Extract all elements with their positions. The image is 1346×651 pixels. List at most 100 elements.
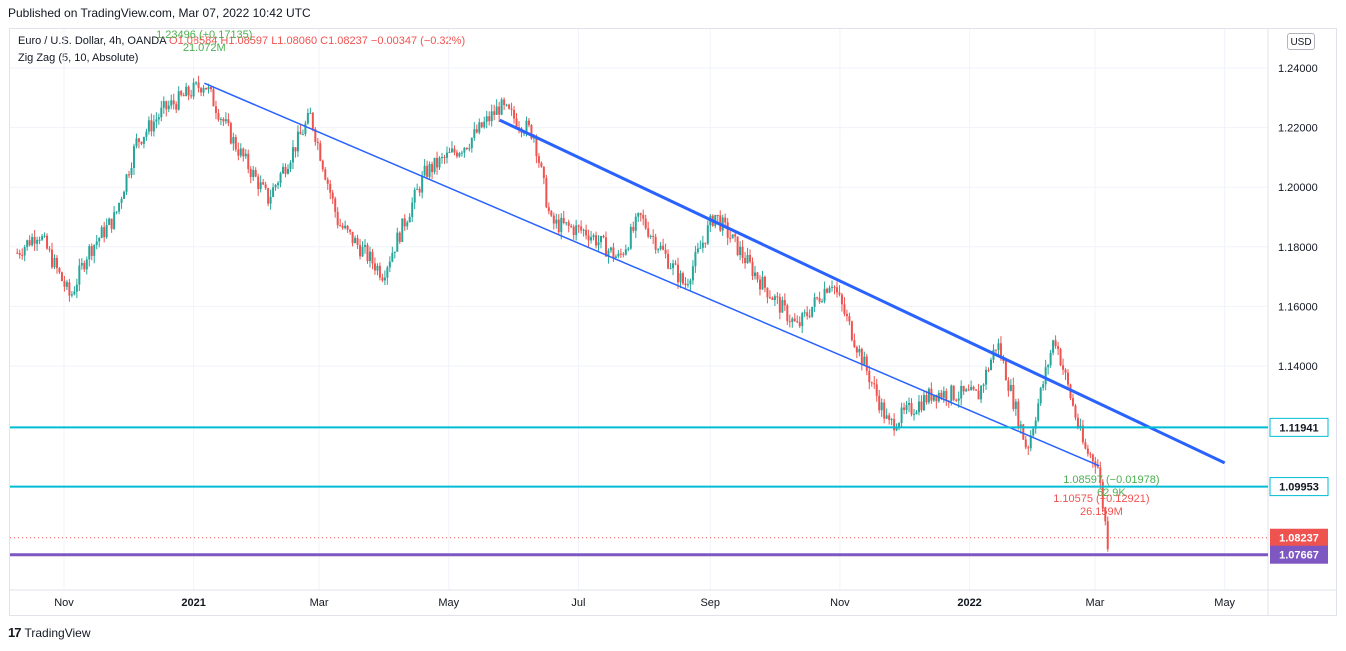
candle-body [657, 249, 660, 251]
candle-body [622, 253, 625, 255]
candle-body [229, 123, 232, 144]
candle-body [264, 184, 267, 189]
y-tick-label: 1.16000 [1278, 301, 1318, 313]
candle-body [257, 176, 260, 190]
candle-body [284, 166, 287, 174]
candle-body [639, 213, 642, 215]
candle-body [373, 263, 376, 271]
candle-body [1089, 453, 1092, 455]
candle-body [411, 202, 414, 217]
candle-body [455, 152, 458, 157]
candle-body [1037, 403, 1040, 421]
candle-body [674, 263, 677, 265]
candle-body [443, 156, 446, 158]
candle-body [316, 141, 319, 144]
chart-frame[interactable] [9, 28, 1337, 616]
candle-body [699, 247, 702, 249]
candle-body [786, 305, 789, 322]
candle-body [577, 225, 580, 227]
candle-body [868, 370, 871, 383]
candle-body [828, 287, 831, 293]
y-tick-label: 1.20000 [1278, 182, 1318, 194]
price-label-text: 1.11941 [1279, 422, 1318, 434]
candle-body [955, 399, 958, 401]
candle-body [858, 348, 861, 353]
candle-body [883, 402, 886, 419]
candle-body [70, 294, 73, 296]
candle-body [972, 386, 975, 390]
candle-body [1047, 365, 1050, 368]
candle-body [304, 123, 307, 135]
indicator-legend[interactable]: Zig Zag (5, 10, Absolute) [18, 52, 139, 64]
candle-body [903, 407, 906, 410]
symbol-name: Euro / U.S. Dollar, 4h, OANDA [18, 35, 166, 47]
candle-body [217, 112, 220, 120]
candle-body [445, 152, 448, 158]
candle-body [157, 117, 160, 120]
candle-body [21, 254, 24, 256]
candle-body [1014, 401, 1017, 409]
candle-body [880, 402, 883, 411]
candle-body [274, 185, 277, 188]
candle-body [232, 137, 235, 144]
candle-body [677, 264, 680, 283]
candle-body [746, 254, 749, 264]
candle-body [644, 218, 647, 229]
candle-body [155, 119, 158, 122]
candle-body [249, 169, 252, 177]
candle-body [550, 211, 553, 216]
candle-body [602, 236, 605, 238]
candle-body [1106, 521, 1109, 550]
candle-body [744, 257, 747, 264]
currency-button[interactable]: USD [1287, 33, 1315, 50]
candle-body [28, 240, 31, 246]
tradingview-logo-icon[interactable]: 17 [8, 625, 22, 640]
candle-body [768, 297, 771, 299]
zigzag-label: 1.08597 (−0.01978) [1063, 474, 1159, 486]
candle-body [552, 215, 555, 224]
candle-body [436, 157, 439, 168]
candle-body [398, 232, 401, 242]
candle-body [505, 104, 508, 106]
candle-body [838, 292, 841, 295]
candle-body [826, 288, 829, 293]
candle-body [98, 238, 101, 242]
candle-body [885, 415, 888, 419]
candle-body [33, 237, 36, 244]
candle-body [100, 227, 103, 239]
candle-body [356, 238, 359, 245]
candle-body [1052, 340, 1055, 353]
candle-body [920, 401, 923, 411]
candle-body [128, 174, 131, 176]
candle-body [818, 298, 821, 302]
candle-body [741, 246, 744, 258]
candle-body [614, 256, 617, 258]
candle-body [831, 286, 834, 288]
candle-body [162, 101, 165, 108]
candle-body [778, 296, 781, 313]
high-value: H1.08597 [220, 35, 269, 47]
candle-body [977, 390, 980, 400]
candle-body [970, 386, 973, 391]
candle-body [140, 141, 143, 144]
candle-body [749, 254, 752, 262]
candle-body [80, 262, 83, 266]
candle-body [912, 414, 915, 416]
candle-body [654, 236, 657, 250]
candle-body [503, 99, 506, 106]
candle-body [473, 129, 476, 138]
candle-body [145, 131, 148, 137]
candle-body [853, 340, 856, 348]
candle-body [893, 419, 896, 431]
price-label-box [1269, 417, 1329, 437]
candle-body [287, 168, 290, 174]
candle-body [421, 175, 424, 193]
candle-body [448, 152, 451, 154]
candle-body [910, 402, 913, 415]
candle-body [346, 225, 349, 230]
candle-body [624, 249, 627, 255]
candle-body [1099, 467, 1102, 482]
candle-body [627, 248, 630, 250]
candle-body [649, 235, 652, 237]
